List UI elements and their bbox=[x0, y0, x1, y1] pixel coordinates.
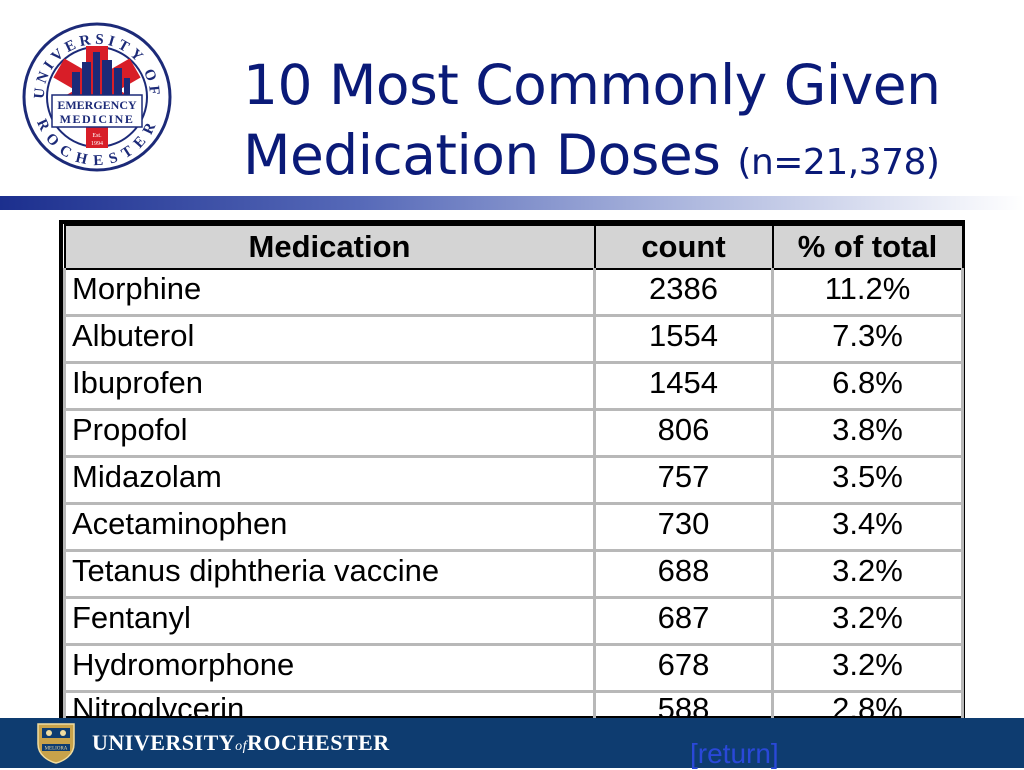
table-row: Acetaminophen 730 3.4% bbox=[63, 503, 964, 552]
table-row: Midazolam 757 3.5% bbox=[63, 456, 964, 505]
count-cell: 688 bbox=[593, 550, 774, 599]
count-cell: 678 bbox=[593, 644, 774, 693]
medication-cell: Morphine bbox=[63, 269, 596, 317]
wordmark-rochester: ROCHESTER bbox=[247, 730, 390, 755]
table-row: Fentanyl 687 3.2% bbox=[63, 597, 964, 646]
wordmark-university: UNIVERSITY bbox=[92, 730, 236, 755]
medication-table-body: Medication count % of total Morphine 238… bbox=[63, 224, 964, 733]
count-cell: 687 bbox=[593, 597, 774, 646]
count-cell: 730 bbox=[593, 503, 774, 552]
medication-cell: Albuterol bbox=[63, 315, 596, 364]
percent-cell: 3.2% bbox=[771, 550, 964, 599]
title-line-1: 10 Most Commonly Given bbox=[243, 53, 941, 117]
table-row: Tetanus diphtheria vaccine 688 3.2% bbox=[63, 550, 964, 599]
medication-table: Medication count % of total Morphine 238… bbox=[59, 220, 965, 733]
table-row: Ibuprofen 1454 6.8% bbox=[63, 362, 964, 411]
return-link[interactable]: [return] bbox=[690, 738, 779, 769]
footer-bar: MELIORA UNIVERSITYofROCHESTER [return] bbox=[0, 718, 1024, 769]
skyline-icon bbox=[72, 52, 130, 102]
count-cell: 806 bbox=[593, 409, 774, 458]
header-medication: Medication bbox=[63, 224, 596, 270]
medication-cell: Ibuprofen bbox=[63, 362, 596, 411]
count-cell: 1454 bbox=[593, 362, 774, 411]
logo-name-line1: EMERGENCY bbox=[57, 98, 137, 112]
wordmark-of: of bbox=[235, 739, 248, 754]
logo-est-label: Est. bbox=[92, 133, 102, 139]
percent-cell: 3.2% bbox=[771, 597, 964, 646]
title-line-2-text: Medication Doses bbox=[243, 123, 721, 187]
seal-motto-text: MELIORA bbox=[45, 747, 68, 752]
percent-cell: 3.4% bbox=[771, 503, 964, 552]
percent-cell: 11.2% bbox=[771, 269, 964, 317]
percent-cell: 3.5% bbox=[771, 456, 964, 505]
header-count: count bbox=[593, 224, 774, 270]
medication-cell: Tetanus diphtheria vaccine bbox=[63, 550, 596, 599]
title-divider bbox=[0, 196, 1024, 210]
university-wordmark: UNIVERSITYofROCHESTER bbox=[92, 730, 390, 756]
table-row: Morphine 2386 11.2% bbox=[63, 269, 964, 317]
sample-size-label: (n=21,378) bbox=[737, 142, 940, 183]
table-row: Hydromorphone 678 3.2% bbox=[63, 644, 964, 693]
medication-cell: Propofol bbox=[63, 409, 596, 458]
count-cell: 1554 bbox=[593, 315, 774, 364]
logo-name-line2: MEDICINE bbox=[60, 112, 135, 126]
medication-cell: Hydromorphone bbox=[63, 644, 596, 693]
emergency-medicine-logo: UNIVERSITY OF ROCHESTER EMERGENCY MEDICI… bbox=[22, 22, 172, 172]
medication-cell: Midazolam bbox=[63, 456, 596, 505]
logo-est-year: 1994 bbox=[91, 141, 103, 147]
medication-cell: Fentanyl bbox=[63, 597, 596, 646]
table-row: Propofol 806 3.8% bbox=[63, 409, 964, 458]
count-cell: 2386 bbox=[593, 269, 774, 317]
header-percent-of-total: % of total bbox=[771, 224, 964, 270]
university-seal-icon: MELIORA bbox=[34, 722, 78, 764]
title-line-2: Medication Doses (n=21,378) bbox=[243, 120, 1003, 198]
percent-cell: 7.3% bbox=[771, 315, 964, 364]
count-cell: 757 bbox=[593, 456, 774, 505]
table-header-row: Medication count % of total bbox=[63, 224, 964, 270]
percent-cell: 6.8% bbox=[771, 362, 964, 411]
table-row: Albuterol 1554 7.3% bbox=[63, 315, 964, 364]
percent-cell: 3.8% bbox=[771, 409, 964, 458]
slide-title: 10 Most Commonly Given Medication Doses … bbox=[243, 50, 1003, 198]
emergency-medicine-logo-graphic: UNIVERSITY OF ROCHESTER EMERGENCY MEDICI… bbox=[22, 22, 172, 172]
medication-cell: Acetaminophen bbox=[63, 503, 596, 552]
percent-cell: 3.2% bbox=[771, 644, 964, 693]
